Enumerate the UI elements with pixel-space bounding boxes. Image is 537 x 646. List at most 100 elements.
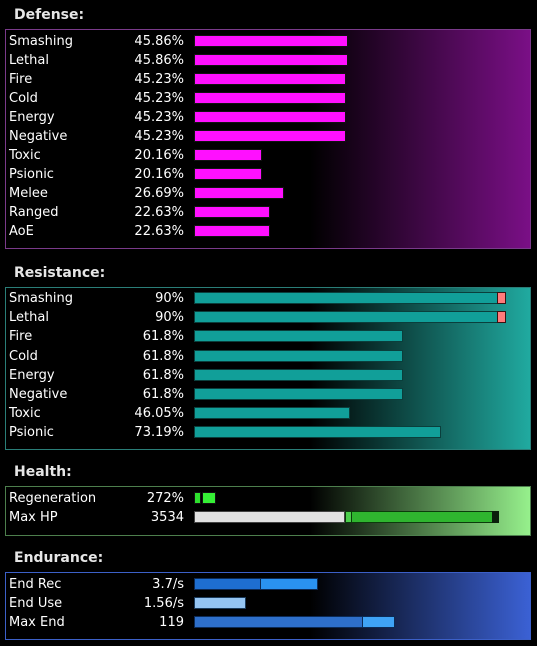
end-use-bar [194, 597, 246, 609]
defense-row-label: Negative [9, 129, 68, 144]
defense-row: Negative 45.23% [6, 127, 530, 146]
defense-row: AoE 22.63% [6, 222, 530, 241]
defense-row-value: 45.86% [134, 53, 184, 68]
defense-row: Lethal 45.86% [6, 51, 530, 70]
defense-row-label: AoE [9, 224, 34, 239]
resistance-title: Resistance: [14, 265, 106, 281]
defense-row-value: 20.16% [134, 167, 184, 182]
resistance-row-value: 61.8% [142, 329, 184, 345]
resistance-row-value: 46.05% [134, 406, 184, 422]
defense-panel: Smashing 45.86% Lethal 45.86% Fire 45.23% Cold… [5, 29, 531, 249]
end-use-value: 1.56/s [143, 596, 184, 611]
regeneration-bar-base [194, 492, 201, 504]
resistance-row-value: 73.19% [134, 425, 184, 441]
end-use-label: End Use [9, 596, 63, 611]
resistance-row: Toxic 46.05% [6, 404, 530, 423]
defense-row: Toxic 20.16% [6, 146, 530, 165]
resistance-row-label: Smashing [9, 291, 73, 306]
resistance-row: Energy 61.8% [6, 366, 530, 385]
defense-row: Melee 26.69% [6, 184, 530, 203]
defense-row-value: 45.86% [134, 34, 184, 49]
endurance-panel: End Rec 3.7/s End Use 1.56/s Max End 119 [5, 572, 531, 640]
regeneration-bar-bonus [202, 492, 216, 504]
max-hp-base-bar [194, 511, 345, 523]
end-rec-base-bar [194, 578, 261, 590]
resistance-row-value: 61.8% [142, 387, 184, 402]
resistance-row: Psionic 73.19% [6, 423, 530, 442]
defense-row: Cold 45.23% [6, 89, 530, 108]
resistance-row-label: Psionic [9, 425, 54, 441]
regeneration-value: 272% [146, 491, 184, 506]
defense-bar [194, 206, 270, 218]
resistance-row-label: Lethal [9, 310, 49, 326]
max-end-value: 119 [159, 615, 184, 630]
resistance-row-value: 90% [155, 310, 184, 326]
end-rec-row: End Rec 3.7/s [6, 575, 530, 594]
regeneration-row: Regeneration 272% [6, 489, 530, 508]
defense-row-label: Fire [9, 72, 33, 87]
resistance-row-value: 90% [155, 291, 184, 306]
resistance-cap-marker [497, 311, 506, 324]
max-end-row: Max End 119 [6, 613, 530, 632]
resistance-panel: Smashing 90% Lethal 90% Fire 61.8% Cold 61.8% En… [5, 287, 531, 450]
defense-title: Defense: [14, 7, 85, 23]
defense-row: Smashing 45.86% [6, 32, 530, 51]
defense-bar [194, 225, 270, 237]
defense-row-label: Melee [9, 186, 48, 201]
defense-row-label: Cold [9, 91, 38, 106]
defense-row-label: Lethal [9, 53, 49, 68]
resistance-cap-marker [497, 292, 506, 304]
resistance-bar [194, 349, 403, 362]
defense-bar [194, 92, 346, 104]
defense-row-value: 20.16% [134, 148, 184, 163]
end-rec-bonus-bar [260, 578, 318, 590]
resistance-row: Fire 61.8% [6, 327, 530, 346]
resistance-bar [194, 368, 403, 381]
defense-row-value: 26.69% [134, 186, 184, 201]
defense-row: Fire 45.23% [6, 70, 530, 89]
resistance-row-label: Energy [9, 367, 55, 383]
resistance-row-value: 61.8% [142, 367, 184, 383]
max-end-label: Max End [9, 615, 65, 630]
resistance-bar [194, 426, 441, 439]
max-hp-row: Max HP 3534 [6, 508, 530, 527]
defense-bar [194, 54, 348, 66]
defense-bar [194, 35, 348, 47]
defense-bar [194, 168, 262, 180]
max-end-base-bar [194, 616, 363, 628]
defense-row-label: Ranged [9, 205, 59, 220]
resistance-row-label: Negative [9, 387, 68, 402]
end-rec-label: End Rec [9, 577, 62, 592]
defense-row: Psionic 20.16% [6, 165, 530, 184]
resistance-row-label: Cold [9, 348, 38, 364]
defense-row-value: 45.23% [134, 129, 184, 144]
defense-bar [194, 149, 262, 161]
defense-bar [194, 187, 284, 199]
resistance-row: Cold 61.8% [6, 347, 530, 366]
defense-row: Energy 45.23% [6, 108, 530, 127]
resistance-bar [194, 388, 403, 400]
defense-row-label: Energy [9, 110, 55, 125]
defense-row-value: 45.23% [134, 72, 184, 87]
max-hp-label: Max HP [9, 510, 58, 525]
max-hp-value: 3534 [150, 510, 184, 525]
endurance-title: Endurance: [14, 550, 104, 566]
resistance-bar [194, 292, 498, 304]
defense-row-value: 45.23% [134, 91, 184, 106]
defense-row-value: 22.63% [134, 224, 184, 239]
resistance-row: Lethal 90% [6, 308, 530, 327]
end-rec-value: 3.7/s [152, 577, 184, 592]
resistance-bar [194, 407, 350, 420]
defense-row-label: Smashing [9, 34, 73, 49]
defense-row-value: 22.63% [134, 205, 184, 220]
resistance-row: Smashing 90% [6, 289, 530, 308]
resistance-row-label: Toxic [9, 406, 41, 422]
health-title: Health: [14, 464, 72, 480]
defense-row-label: Psionic [9, 167, 54, 182]
resistance-bar [194, 330, 403, 343]
defense-bar [194, 130, 346, 142]
defense-row-value: 45.23% [134, 110, 184, 125]
health-panel: Regeneration 272% Max HP 3534 [5, 486, 531, 536]
resistance-row-value: 61.8% [142, 348, 184, 364]
defense-row: Ranged 22.63% [6, 203, 530, 222]
